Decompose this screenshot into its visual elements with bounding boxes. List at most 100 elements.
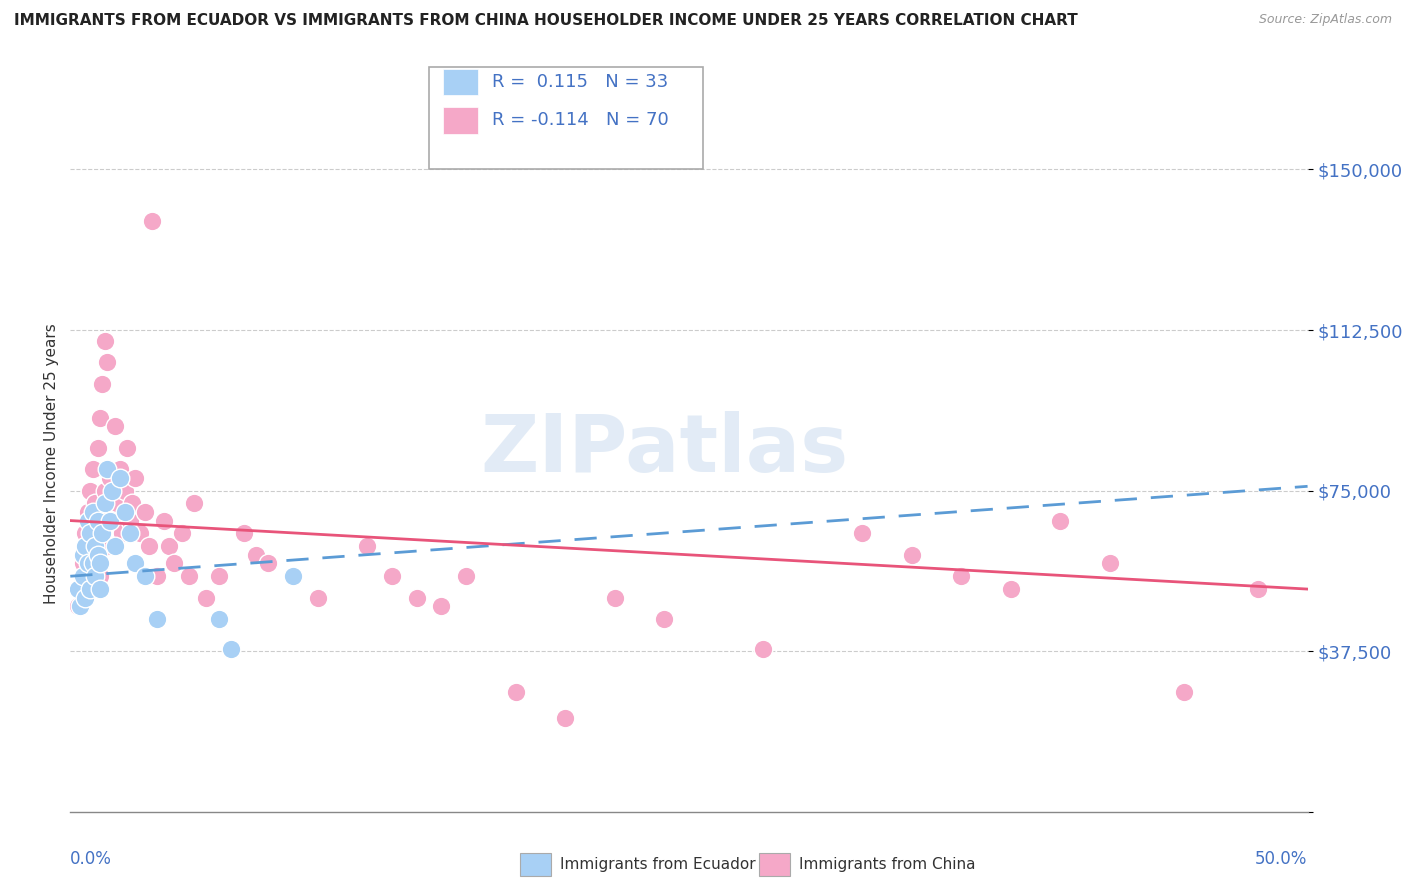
Point bbox=[96, 355, 118, 369]
Point bbox=[114, 505, 136, 519]
Point bbox=[82, 557, 104, 571]
Point bbox=[75, 591, 97, 605]
Point bbox=[245, 548, 267, 562]
Point bbox=[1098, 557, 1121, 571]
Y-axis label: Householder Income Under 25 years: Householder Income Under 25 years bbox=[44, 324, 59, 604]
Point bbox=[82, 462, 104, 476]
Point bbox=[66, 599, 89, 614]
Point bbox=[94, 334, 117, 348]
Point bbox=[153, 514, 176, 528]
Point bbox=[86, 514, 108, 528]
Point bbox=[1173, 685, 1195, 699]
Point bbox=[84, 539, 107, 553]
Point bbox=[89, 569, 111, 583]
Point bbox=[76, 539, 98, 553]
Point bbox=[505, 685, 527, 699]
Point bbox=[91, 526, 114, 541]
Point bbox=[281, 569, 304, 583]
Text: 0.0%: 0.0% bbox=[70, 850, 112, 868]
Point bbox=[146, 569, 169, 583]
Point bbox=[84, 569, 107, 583]
Point bbox=[208, 612, 231, 626]
Point bbox=[94, 483, 117, 498]
Point bbox=[134, 505, 156, 519]
Point bbox=[101, 514, 124, 528]
Point bbox=[72, 557, 94, 571]
Point bbox=[79, 483, 101, 498]
Point bbox=[108, 462, 131, 476]
Point bbox=[75, 569, 97, 583]
Point bbox=[1049, 514, 1071, 528]
Point bbox=[89, 582, 111, 596]
Point bbox=[114, 483, 136, 498]
Point bbox=[603, 591, 626, 605]
Point bbox=[79, 582, 101, 596]
Point bbox=[82, 557, 104, 571]
Text: 50.0%: 50.0% bbox=[1256, 850, 1308, 868]
Point bbox=[1000, 582, 1022, 596]
Point bbox=[76, 514, 98, 528]
Point bbox=[84, 526, 107, 541]
Point bbox=[157, 539, 180, 553]
Point bbox=[356, 539, 378, 553]
Point bbox=[146, 612, 169, 626]
Text: Immigrants from Ecuador: Immigrants from Ecuador bbox=[560, 857, 755, 871]
Point bbox=[75, 539, 97, 553]
Point bbox=[405, 591, 427, 605]
Point bbox=[851, 526, 873, 541]
Point bbox=[115, 441, 138, 455]
Point bbox=[183, 496, 205, 510]
Point bbox=[219, 642, 242, 657]
Point bbox=[652, 612, 675, 626]
Point bbox=[121, 496, 143, 510]
Point bbox=[75, 526, 97, 541]
Point bbox=[69, 599, 91, 614]
Text: ZIPatlas: ZIPatlas bbox=[479, 411, 848, 489]
Point bbox=[89, 410, 111, 425]
Point bbox=[89, 557, 111, 571]
Text: Immigrants from China: Immigrants from China bbox=[799, 857, 976, 871]
Point bbox=[84, 496, 107, 510]
Point bbox=[456, 569, 478, 583]
Text: R = -0.114   N = 70: R = -0.114 N = 70 bbox=[492, 112, 669, 129]
Point bbox=[94, 496, 117, 510]
Point bbox=[79, 526, 101, 541]
Point bbox=[72, 548, 94, 562]
Point bbox=[118, 514, 141, 528]
Point bbox=[195, 591, 218, 605]
Point bbox=[163, 557, 186, 571]
Point bbox=[177, 569, 200, 583]
Point bbox=[86, 441, 108, 455]
Point bbox=[91, 514, 114, 528]
Point bbox=[141, 214, 163, 228]
Point bbox=[82, 505, 104, 519]
Point bbox=[96, 539, 118, 553]
Point bbox=[381, 569, 404, 583]
Point bbox=[307, 591, 329, 605]
Point bbox=[66, 582, 89, 596]
Point bbox=[105, 496, 128, 510]
Point bbox=[232, 526, 254, 541]
Point bbox=[111, 526, 134, 541]
Point bbox=[91, 376, 114, 391]
Point bbox=[101, 483, 124, 498]
Point bbox=[98, 514, 121, 528]
Point bbox=[96, 462, 118, 476]
Point bbox=[134, 569, 156, 583]
Point bbox=[430, 599, 453, 614]
Text: R =  0.115   N = 33: R = 0.115 N = 33 bbox=[492, 73, 668, 91]
Point bbox=[124, 557, 146, 571]
Point bbox=[86, 548, 108, 562]
Point bbox=[76, 557, 98, 571]
Point bbox=[72, 569, 94, 583]
Text: IMMIGRANTS FROM ECUADOR VS IMMIGRANTS FROM CHINA HOUSEHOLDER INCOME UNDER 25 YEA: IMMIGRANTS FROM ECUADOR VS IMMIGRANTS FR… bbox=[14, 13, 1078, 29]
Point bbox=[208, 569, 231, 583]
Point bbox=[752, 642, 775, 657]
Point bbox=[108, 471, 131, 485]
Point bbox=[124, 471, 146, 485]
Point bbox=[257, 557, 280, 571]
Point bbox=[118, 526, 141, 541]
Point bbox=[554, 710, 576, 724]
Point bbox=[900, 548, 922, 562]
Text: Source: ZipAtlas.com: Source: ZipAtlas.com bbox=[1258, 13, 1392, 27]
